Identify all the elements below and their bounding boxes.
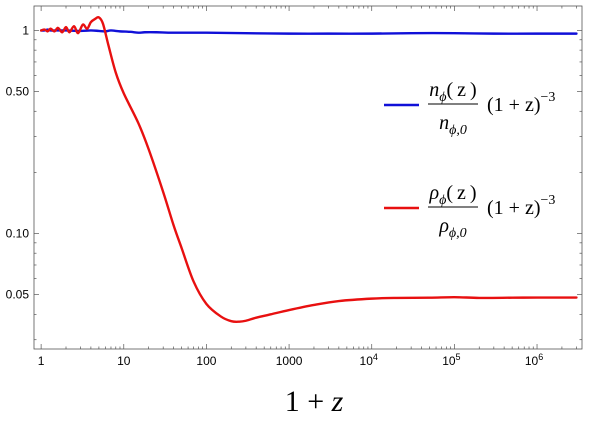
legend-numerator: nϕ( z ) (429, 79, 476, 105)
plot-border (33, 5, 583, 350)
y-tick-label: 1 (22, 23, 29, 37)
plot-frame (33, 5, 583, 350)
x-tick-label: 106 (525, 352, 543, 368)
y-tick-label: 0.50 (6, 85, 30, 99)
legend-denominator: nϕ,0 (439, 112, 467, 138)
x-tick-label: 10 (117, 354, 131, 368)
energy-density-series-line (39, 15, 578, 324)
legend-entry: ρϕ( z ) ρϕ,0 (1 + z)−3 (384, 182, 555, 241)
x-tick-label: 1000 (276, 354, 303, 368)
legend-entry: nϕ( z ) nϕ,0 (1 + z)−3 (384, 79, 555, 138)
legend-factor: (1 + z)−3 (487, 90, 555, 116)
number-density-series-line (39, 28, 578, 35)
x-tick-label: 100 (196, 354, 216, 368)
axis-ticks: 1 10 100 1000 104 105 106 1 0.50 0.10 0.05 (6, 6, 582, 368)
y-tick-label: 0.05 (6, 288, 30, 302)
x-tick-label: 105 (442, 352, 460, 368)
legend-numerator: ρϕ( z ) (428, 182, 476, 208)
series-layer (39, 15, 578, 324)
y-tick-label: 0.10 (6, 227, 30, 241)
x-tick-label: 1 (38, 354, 45, 368)
legend: nϕ( z ) nϕ,0 (1 + z)−3 ρϕ( z ) ρϕ,0 (1 + z)−3 (384, 79, 555, 241)
legend-denominator: ρϕ,0 (438, 215, 466, 241)
x-tick-label: 104 (360, 352, 378, 368)
legend-factor: (1 + z)−3 (487, 193, 555, 219)
x-axis-label: 1 + z (285, 385, 344, 418)
